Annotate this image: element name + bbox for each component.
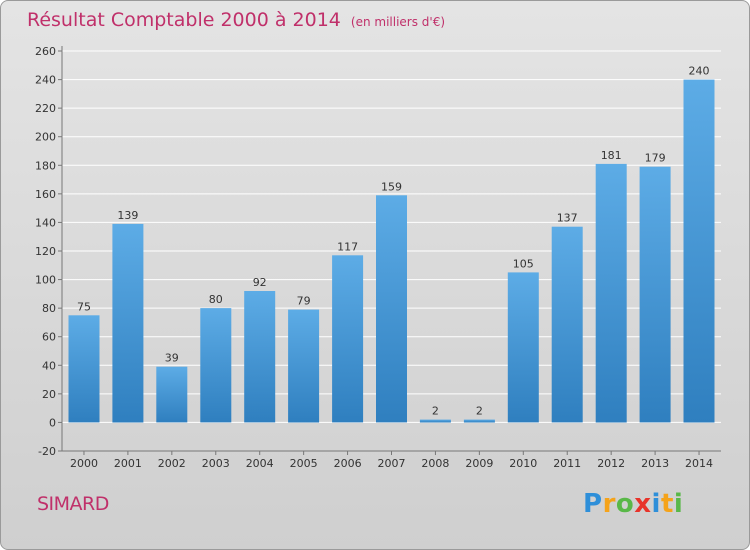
x-tick-label: 2013 (641, 457, 669, 470)
x-tick-label: 2010 (509, 457, 537, 470)
data-label: 79 (297, 295, 311, 308)
logo-letter: x (634, 489, 652, 519)
data-label: 2 (432, 405, 439, 418)
y-tick-label: 160 (35, 188, 56, 201)
bar (332, 255, 364, 423)
y-tick-label: 180 (35, 159, 56, 172)
logo-letter: r (602, 489, 616, 519)
y-tick-label: 220 (35, 102, 56, 115)
bar (376, 195, 407, 423)
data-label: 181 (601, 149, 622, 162)
data-label: 80 (209, 293, 223, 306)
x-tick-label: 2011 (553, 457, 581, 470)
y-tick-label: 200 (35, 131, 56, 144)
proxiti-logo: Proxiti (583, 489, 683, 519)
y-tick-label: -20 (38, 445, 56, 458)
x-tick-label: 2000 (70, 457, 98, 470)
bar (639, 166, 671, 423)
x-tick-label: 2001 (114, 457, 142, 470)
y-tick-label: 80 (42, 302, 56, 315)
y-tick-label: 40 (42, 359, 56, 372)
y-tick-label: 120 (35, 245, 56, 258)
bar (507, 272, 539, 423)
data-label: 105 (513, 257, 534, 270)
chart-title: Résultat Comptable 2000 à 2014 (en millie… (27, 9, 445, 31)
data-label: 92 (253, 276, 267, 289)
logo-letter: i (673, 489, 684, 519)
bar (595, 163, 627, 423)
data-label: 179 (645, 152, 666, 165)
bar (683, 79, 715, 423)
y-tick-label: 140 (35, 216, 56, 229)
x-tick-label: 2005 (290, 457, 318, 470)
bar (551, 226, 583, 423)
bar (68, 315, 100, 423)
y-tick-label: 260 (35, 45, 56, 58)
commune-name: SIMARD (37, 493, 109, 515)
bar (112, 223, 144, 423)
x-tick-label: 2007 (378, 457, 406, 470)
y-tick-label: 60 (42, 331, 56, 344)
y-tick-label: 100 (35, 274, 56, 287)
bar (288, 309, 320, 423)
y-tick-label: 240 (35, 74, 56, 87)
x-tick-label: 2002 (158, 457, 186, 470)
x-tick-label: 2012 (597, 457, 625, 470)
logo-letter: o (615, 489, 635, 519)
x-tick-label: 2009 (465, 457, 493, 470)
data-label: 117 (337, 240, 358, 253)
logo-letter: P (583, 489, 603, 519)
data-label: 75 (77, 300, 91, 313)
bar (156, 366, 188, 423)
bar (244, 291, 276, 423)
y-tick-label: 20 (42, 388, 56, 401)
chart-subtitle: (en milliers d'€) (350, 15, 446, 29)
x-tick-label: 2004 (246, 457, 274, 470)
chart-title-text: Résultat Comptable 2000 à 2014 (27, 9, 341, 31)
data-label: 39 (165, 352, 179, 365)
bar (419, 419, 451, 423)
logo-letter: t (660, 489, 674, 519)
data-label: 2 (476, 405, 483, 418)
x-tick-label: 2008 (421, 457, 449, 470)
data-label: 159 (381, 180, 402, 193)
x-tick-label: 2006 (334, 457, 362, 470)
bar (463, 419, 495, 423)
data-label: 139 (117, 209, 138, 222)
y-tick-label: 0 (49, 416, 56, 429)
data-label: 137 (557, 212, 578, 225)
x-tick-label: 2003 (202, 457, 230, 470)
x-tick-label: 2014 (685, 457, 713, 470)
logo-letter: i (651, 489, 661, 519)
bar (200, 308, 232, 423)
data-label: 240 (689, 65, 710, 78)
